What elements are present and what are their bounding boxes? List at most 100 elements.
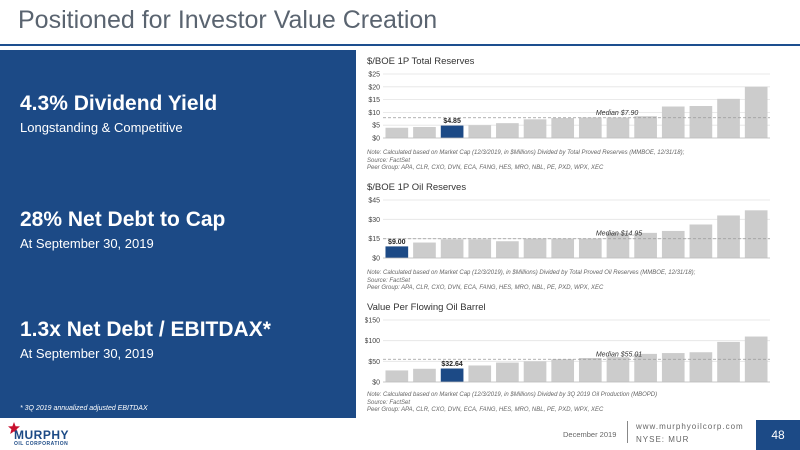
footer-date: December 2019 (563, 430, 617, 439)
bar (689, 106, 713, 138)
bar (634, 353, 657, 382)
y-tick-label: $15 (368, 97, 380, 104)
bar (717, 341, 740, 382)
chart-note-line: Note: Calculated based on Market Cap (12… (367, 150, 685, 156)
bar (578, 238, 602, 258)
kpi-value: 4.3% Dividend Yield (20, 92, 218, 115)
bar (634, 232, 657, 258)
highlight-bar (440, 125, 464, 138)
kpi-net-debt-cap: 28% Net Debt to Cap At September 30, 201… (20, 208, 225, 251)
bar (689, 224, 713, 258)
chart-note-line: Source: FactSet (367, 157, 411, 164)
logo-wordmark: MURPHY (14, 428, 70, 442)
bar (523, 119, 547, 138)
bar (385, 127, 409, 138)
bar (606, 117, 630, 138)
kpi-value: 28% Net Debt to Cap (20, 208, 226, 231)
median-label: Median $14.95 (596, 231, 642, 238)
y-tick-label: $30 (368, 217, 380, 224)
median-label: Median $55.01 (596, 351, 642, 358)
bar (496, 241, 519, 258)
footer-divider (627, 421, 628, 443)
data-label: $9.00 (388, 239, 406, 246)
data-label: $32.64 (441, 361, 463, 368)
kpi-panel: 4.3% Dividend Yield Longstanding & Compe… (0, 50, 356, 418)
title-divider (0, 44, 800, 46)
bar (717, 98, 740, 138)
chart-title: Value Per Flowing Oil Barrel (367, 302, 486, 313)
bar (551, 118, 575, 138)
page-number: 48 (756, 420, 800, 450)
y-tick-label: $10 (368, 110, 380, 117)
murphy-star-icon (8, 422, 20, 434)
median-label: Median $7.90 (596, 110, 639, 117)
bar (606, 232, 630, 258)
bar (496, 362, 519, 382)
bar (689, 352, 713, 382)
chart-note: Note: Calculated based on Market Cap (12… (367, 392, 657, 415)
chart-note: Note: Calculated based on Market Cap (12… (367, 150, 684, 173)
y-tick-label: $0 (372, 256, 380, 263)
bar (468, 125, 492, 138)
bar (551, 238, 575, 258)
bar (523, 361, 547, 382)
bar (578, 117, 602, 138)
bar (634, 116, 657, 138)
y-tick-label: $0 (372, 136, 380, 143)
kpi-value: 1.3x Net Debt / EBITDAX* (20, 318, 271, 341)
chart-note-line: Peer Group: APA, CLR, CXO, DVN, ECA, FAN… (367, 407, 604, 413)
kpi-subtitle: Longstanding & Competitive (20, 120, 183, 135)
page-title: Positioned for Investor Value Creation (18, 6, 438, 34)
bar (578, 358, 602, 382)
bar (496, 123, 519, 138)
highlight-bar (385, 246, 409, 258)
bar (744, 86, 768, 138)
highlight-bar (440, 368, 464, 382)
bar (440, 239, 464, 258)
chart-oil-reserves-plot: $0 $15 $30 $45 $9.00 Median $14.95 (368, 198, 770, 263)
kpi-subtitle: At September 30, 2019 (20, 346, 154, 361)
chart-flowing-barrel-plot: $0 $50 $100 $150 $32.64 Median $55.01 (365, 318, 770, 387)
logo-subtitle: OIL CORPORATION (14, 441, 69, 447)
y-tick-label: $50 (368, 359, 380, 366)
chart-note-line: Peer Group: APA, CLR, CXO, DVN, ECA, FAN… (367, 165, 604, 171)
y-tick-label: $100 (365, 338, 380, 345)
chart-note-line: Peer Group: APA, CLR, CXO, DVN, ECA, FAN… (367, 285, 604, 291)
data-label: $4.85 (443, 118, 461, 125)
bar (606, 357, 630, 382)
bar (661, 230, 685, 258)
chart-note-line: Note: Calculated based on Market Cap (12… (367, 270, 696, 276)
bar (523, 238, 547, 258)
chart-note-line: Source: FactSet (367, 277, 411, 284)
y-tick-label: $0 (372, 380, 380, 387)
chart-title: $/BOE 1P Oil Reserves (367, 182, 467, 193)
bar (413, 368, 436, 382)
bar (413, 242, 436, 258)
bar (468, 239, 492, 258)
footer-ticker: NYSE: MUR (636, 435, 690, 444)
kpi-dividend-yield: 4.3% Dividend Yield Longstanding & Compe… (20, 92, 217, 135)
bar (744, 210, 768, 258)
y-tick-label: $45 (368, 198, 380, 205)
footnote: * 3Q 2019 annualized adjusted EBITDAX (20, 405, 148, 412)
chart-total-reserves-plot: $0 $5 $10 $15 $20 $25 $4.85 Median $7.90 (368, 72, 770, 143)
y-tick-label: $15 (368, 236, 380, 243)
bar (717, 215, 740, 258)
kpi-net-debt-ebitdax: 1.3x Net Debt / EBITDAX* At September 30… (20, 318, 271, 361)
y-tick-label: $20 (368, 84, 380, 91)
footer-website[interactable]: www.murphyoilcorp.com (636, 422, 744, 431)
chart-note: Note: Calculated based on Market Cap (12… (367, 270, 695, 293)
bar (551, 359, 575, 382)
y-tick-label: $5 (372, 123, 380, 130)
bar (661, 353, 685, 382)
bar (661, 106, 685, 138)
bar (468, 365, 492, 382)
y-tick-label: $25 (368, 72, 380, 79)
kpi-subtitle: At September 30, 2019 (20, 236, 154, 251)
bar (385, 370, 409, 382)
y-tick-label: $150 (365, 318, 380, 325)
bar (744, 336, 768, 382)
chart-note-line: Note: Calculated based on Market Cap (12… (367, 392, 658, 398)
bar (413, 126, 436, 138)
chart-title: $/BOE 1P Total Reserves (367, 56, 475, 67)
